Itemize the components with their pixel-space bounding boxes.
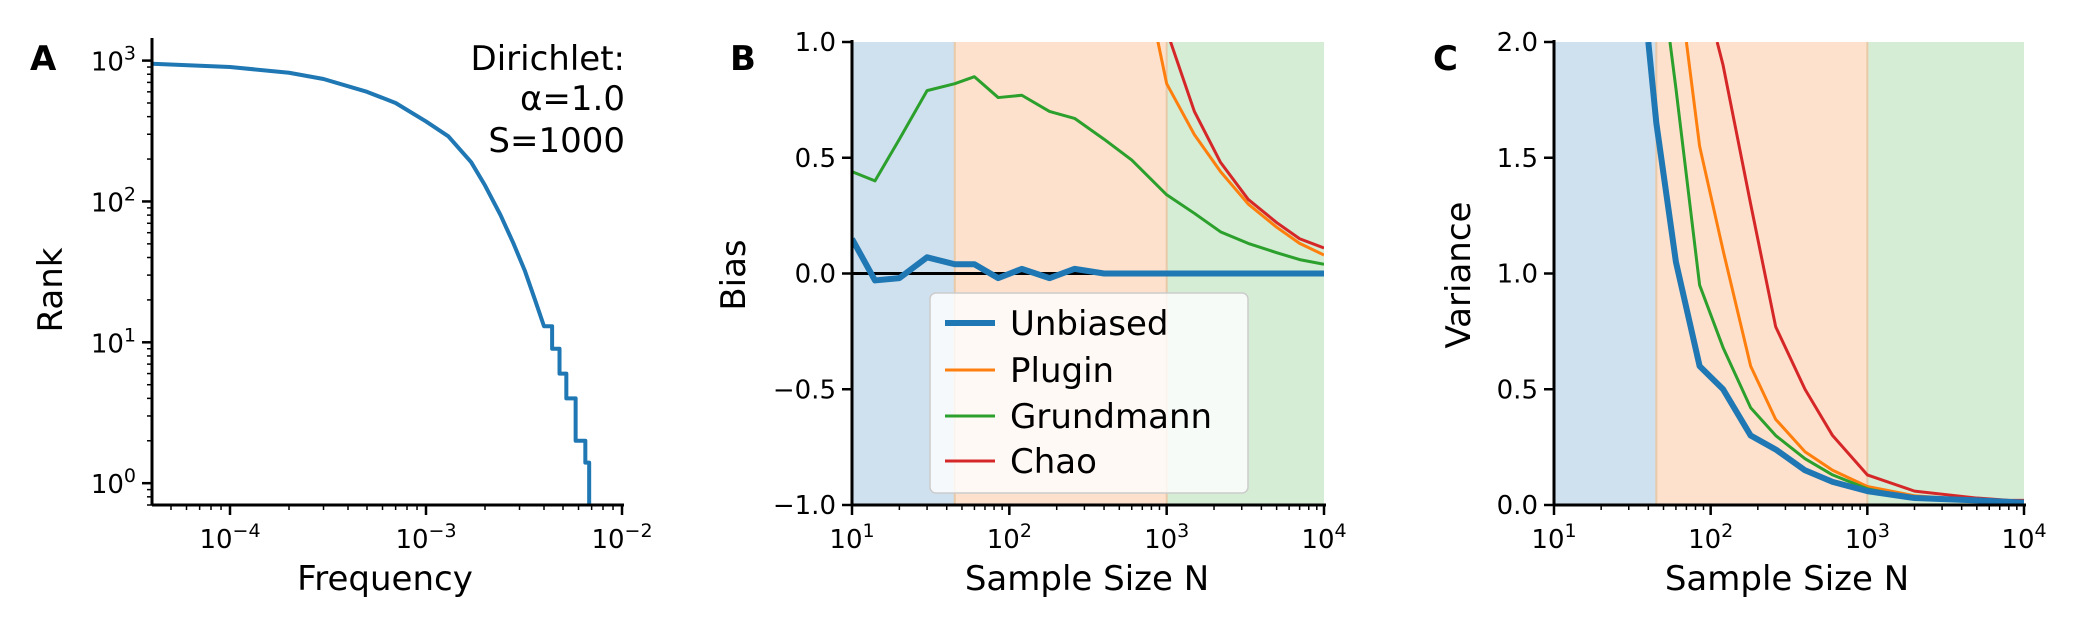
y-tick-label-c-4: 2.0 — [1497, 28, 1538, 58]
legend-label-unbiased: Unbiased — [1010, 304, 1169, 344]
y-tick-label-c-0: 0.0 — [1497, 491, 1538, 521]
x-tick-label-c-2: 103 — [1845, 520, 1890, 555]
legend: Unbiased Plugin Grundmann Chao — [929, 292, 1249, 494]
y-tick-label-c-2: 1.0 — [1497, 260, 1538, 290]
series-a-rank — [152, 61, 592, 505]
band-c-0 — [1554, 42, 1657, 505]
y-tick-label-a-2: 102 — [91, 183, 136, 218]
panel-c-xlabel: Sample Size N — [1665, 559, 1909, 599]
panel-c-ylabel: Variance — [1439, 202, 1479, 349]
y-tick-label-a-1: 101 — [91, 324, 136, 359]
y-tick-label-a-0: 100 — [91, 465, 136, 500]
panel-b-xlabel: Sample Size N — [965, 559, 1209, 599]
x-tick-label-a-2: 10−2 — [591, 520, 652, 555]
panel-a: A 10−4 10−3 10−2 100 101 102 103 Frequency Ran… — [30, 38, 653, 599]
y-tick-label-c-1: 0.5 — [1497, 375, 1538, 405]
series-b-chao — [1169, 42, 1324, 250]
x-tick-label-b-3: 104 — [1301, 520, 1346, 555]
y-tick-label-b-1: −0.5 — [773, 375, 836, 405]
panel-c-plot: 101 102 103 104 0.0 0.5 1.0 1.5 2.0 — [1497, 28, 2047, 555]
annotation-line-3: S=1000 — [488, 121, 625, 161]
x-tick-label-c-0: 101 — [1531, 520, 1576, 555]
panel-a-plot: 10−4 10−3 10−2 100 101 102 103 — [91, 38, 653, 555]
y-tick-label-b-3: 0.5 — [795, 144, 836, 174]
series-c-unbiased — [1645, 42, 2024, 505]
band-c-1 — [1656, 42, 1868, 505]
x-tick-label-b-1: 102 — [987, 520, 1032, 555]
panel-letter-b: B — [730, 39, 756, 79]
x-tick-label-b-0: 101 — [829, 520, 874, 555]
x-tick-label-c-3: 104 — [2001, 520, 2046, 555]
series-b-grundmann — [852, 75, 1324, 266]
x-tick-label-c-1: 102 — [1688, 520, 1733, 555]
panel-b: B 101 102 103 104 −1.0 −0.5 0.0 0.5 1.0 Sample S… — [714, 28, 1347, 599]
panel-a-xlabel: Frequency — [297, 559, 473, 599]
x-tick-label-a-1: 10−3 — [395, 520, 456, 555]
x-tick-label-a-0: 10−4 — [199, 520, 260, 555]
y-tick-label-b-2: 0.0 — [795, 260, 836, 290]
band-c-2 — [1867, 42, 2024, 505]
panel-letter-a: A — [30, 39, 57, 79]
y-tick-label-a-3: 103 — [91, 43, 136, 78]
series-b-unbiased — [852, 237, 1324, 284]
y-tick-label-c-3: 1.5 — [1497, 144, 1538, 174]
panel-c: C 101 102 103 104 0.0 0.5 1.0 1.5 2.0 Sample Siz… — [1433, 28, 2047, 599]
panel-b-ylabel: Bias — [714, 239, 754, 310]
legend-label-chao: Chao — [1010, 442, 1097, 482]
y-tick-label-b-4: 1.0 — [795, 28, 836, 58]
panel-a-ylabel: Rank — [31, 247, 71, 332]
annotation-line-1: Dirichlet: — [471, 39, 625, 79]
x-tick-label-b-2: 103 — [1144, 520, 1189, 555]
y-tick-label-b-0: −1.0 — [773, 491, 836, 521]
legend-label-plugin: Plugin — [1010, 351, 1114, 391]
legend-label-grundmann: Grundmann — [1010, 397, 1212, 437]
series-b-plugin — [1156, 42, 1324, 257]
annotation-line-2: α=1.0 — [520, 79, 625, 119]
legend-box — [929, 292, 1249, 494]
panel-letter-c: C — [1433, 39, 1458, 79]
